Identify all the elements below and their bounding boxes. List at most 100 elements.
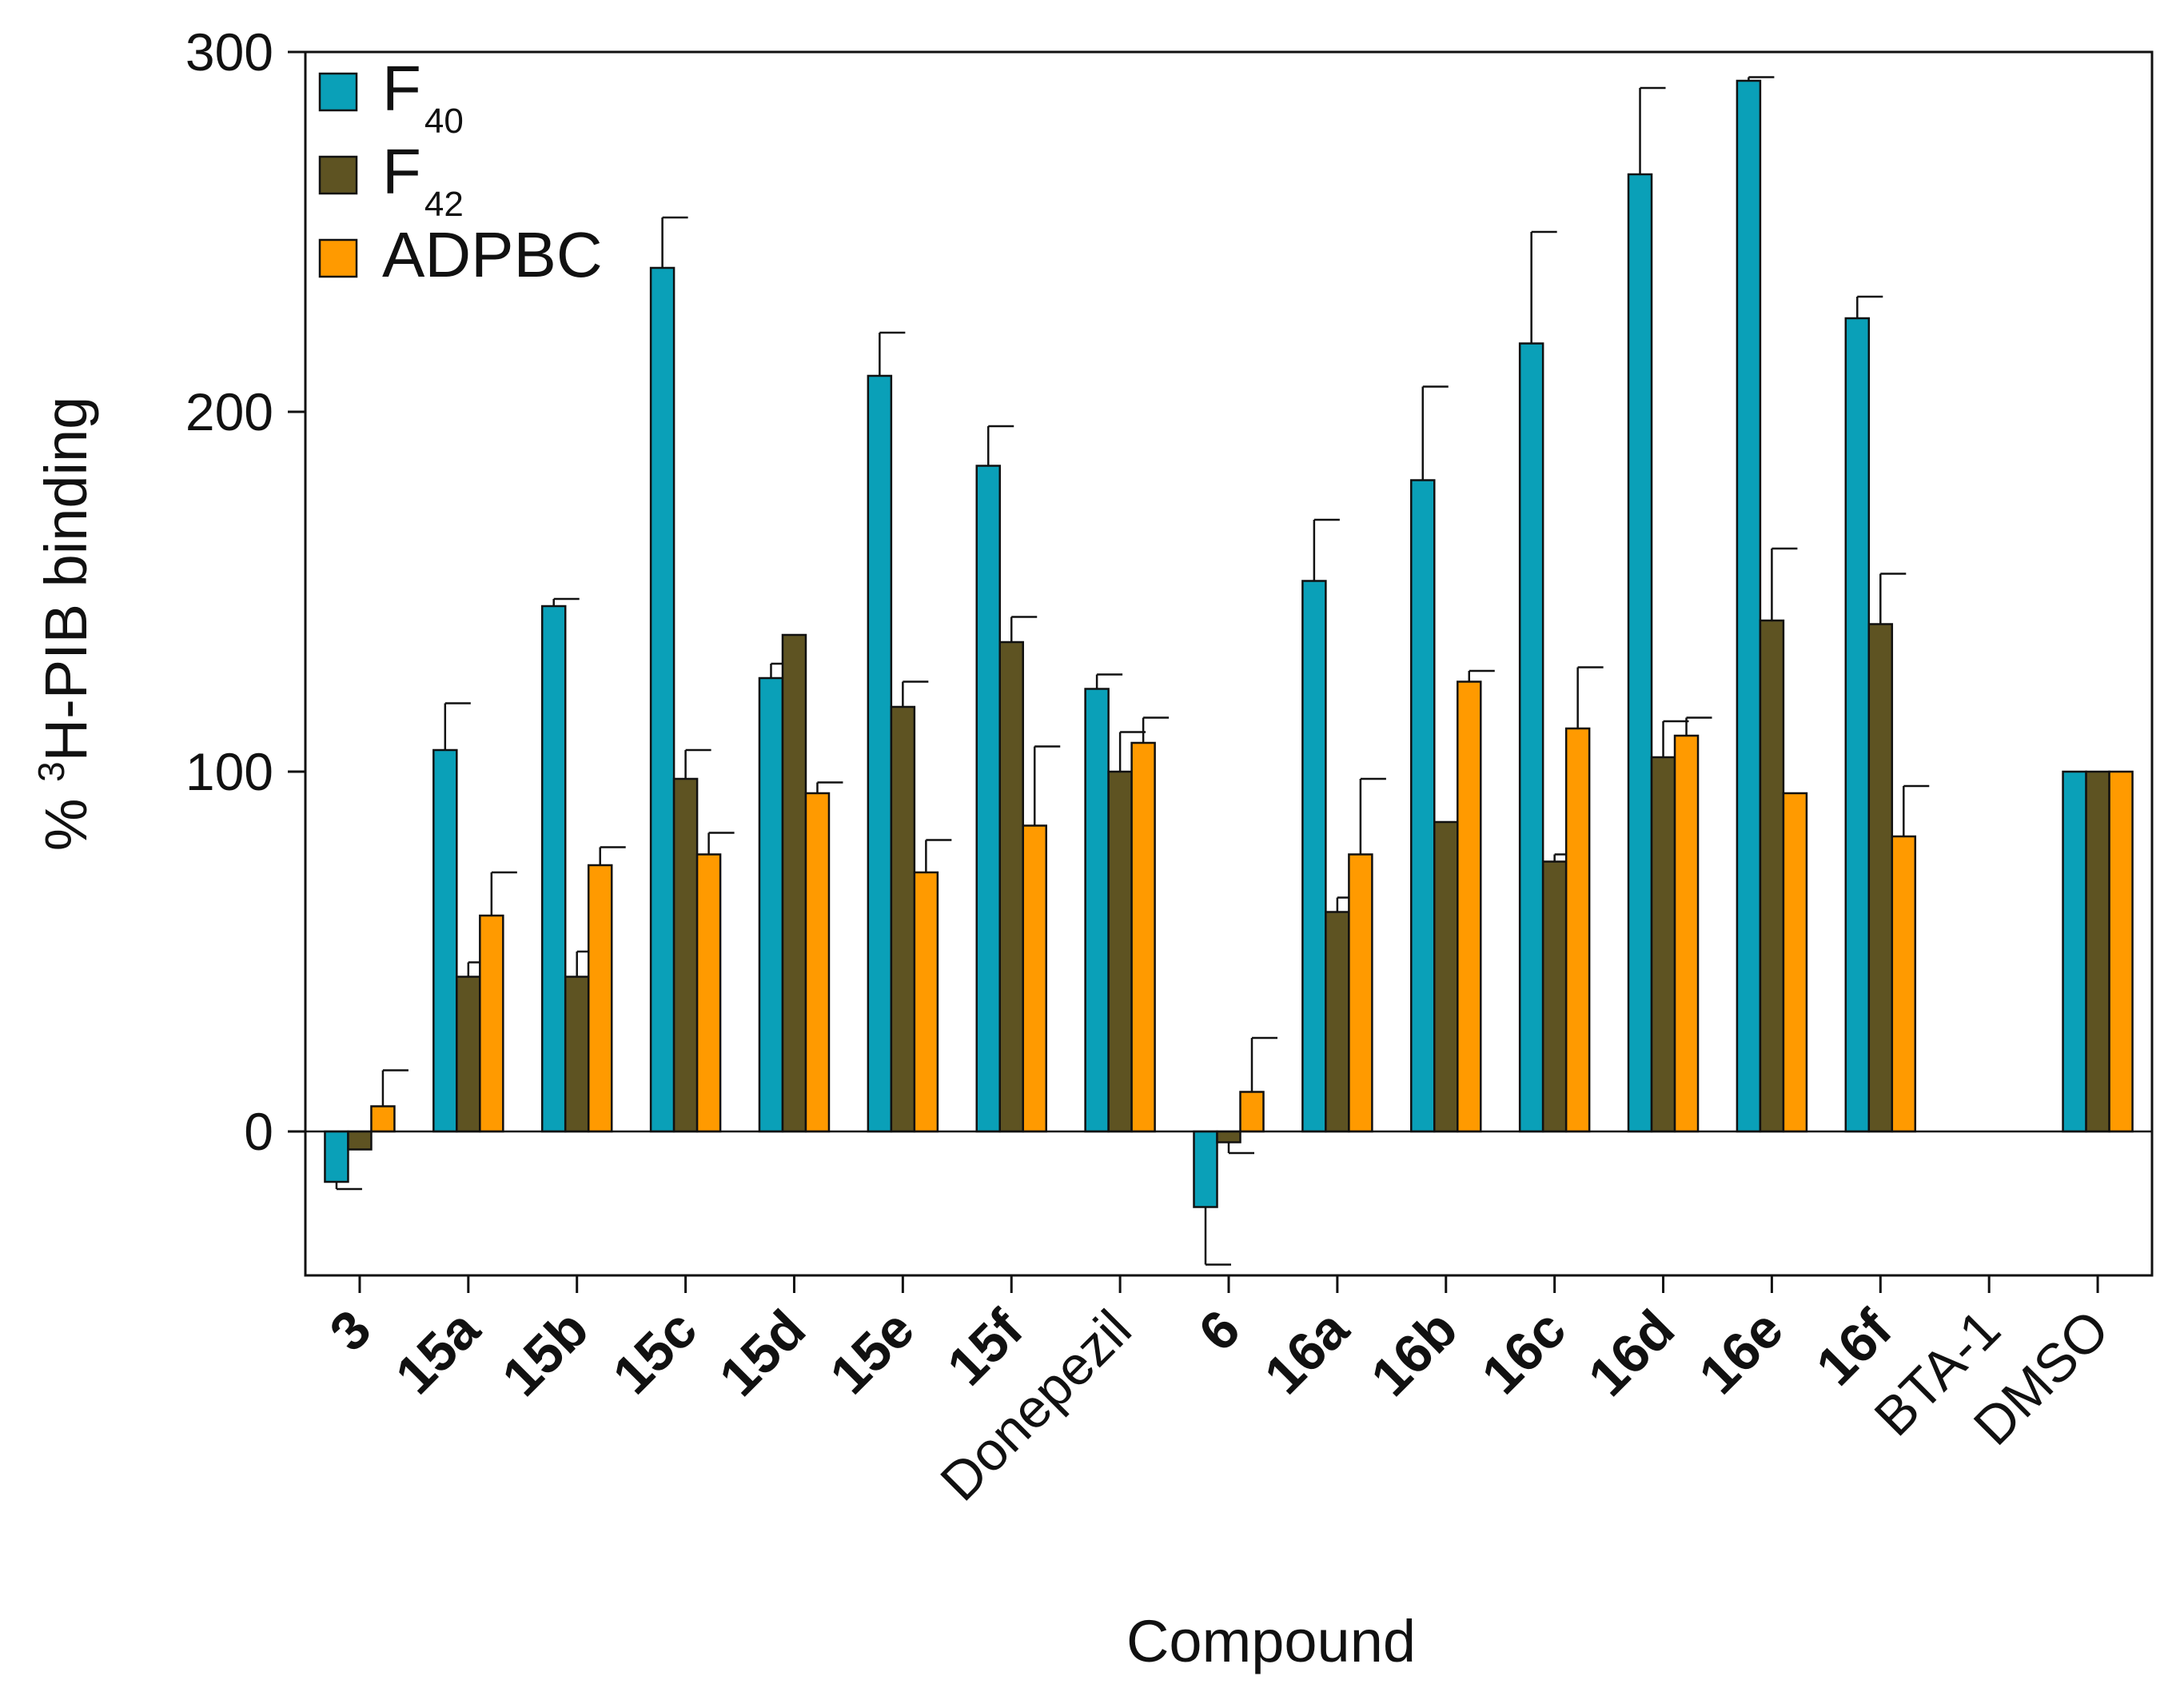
error-bar-ADPBC-16d: [1685, 716, 1712, 736]
error-bar-ADPBC-16f: [1903, 784, 1930, 836]
legend-label-ADPBC: ADPBC: [382, 219, 603, 290]
bar-ADPBC-DMSO: [2108, 770, 2134, 1133]
x-tick-label-15c: 15c: [601, 1299, 708, 1406]
error-bar-F40-15b: [552, 597, 580, 606]
bar-F42-15b: [564, 976, 590, 1133]
bar-F42-15a: [456, 976, 481, 1133]
error-bar-ADPBC-15a: [490, 871, 517, 916]
error-bar-ADPBC-16c: [1576, 666, 1604, 728]
error-bar-F40-16e: [1748, 76, 1775, 81]
x-tick-label-15d: 15d: [707, 1299, 817, 1408]
bar-ADPBC-Donepezil: [1130, 741, 1156, 1133]
x-tick-label-16e: 16e: [1688, 1299, 1795, 1406]
bar-F40-Donepezil: [1084, 688, 1110, 1133]
legend-item-F42: F42: [318, 136, 464, 224]
x-tick-label-15a: 15a: [384, 1298, 492, 1406]
legend-item-ADPBC: ADPBC: [318, 219, 603, 290]
bar-F42-15f: [998, 640, 1024, 1133]
bar-F40-DMSO: [2062, 770, 2087, 1133]
bar-F40-16a: [1301, 580, 1327, 1133]
legend-label-F40: F40: [382, 53, 464, 141]
legend-swatch-F42: [318, 155, 358, 195]
legend-label-F42: F42: [382, 136, 464, 224]
bar-F42-15d: [781, 633, 807, 1133]
y-axis-title: % 3H-PIB binding: [30, 397, 99, 852]
y-tick-label-300: 300: [185, 22, 273, 82]
error-bar-ADPBC-15f: [1033, 745, 1061, 826]
x-tick-label-16a: 16a: [1253, 1298, 1361, 1406]
error-bar-ADPBC-6: [1250, 1036, 1277, 1092]
bar-F42-15c: [672, 777, 699, 1133]
bar-ADPBC-15a: [479, 914, 504, 1133]
bar-ADPBC-15c: [695, 853, 722, 1133]
bar-F42-6: [1216, 1130, 1241, 1143]
bar-F42-DMSO: [2085, 770, 2110, 1133]
bar-F40-15d: [758, 676, 784, 1133]
error-bar-ADPBC-15c: [707, 832, 735, 855]
bar-F42-16a: [1325, 911, 1350, 1133]
bar-F40-15e: [867, 374, 893, 1133]
error-bar-F40-15e: [879, 331, 906, 376]
error-bar-F42-6: [1227, 1142, 1254, 1155]
bar-ADPBC-16c: [1564, 727, 1591, 1133]
y-axis-title-superscript: 3: [30, 761, 72, 782]
bar-ADPBC-16f: [1891, 835, 1917, 1133]
bar-F40-15f: [975, 465, 1001, 1133]
bar-F40-3: [324, 1130, 349, 1183]
bar-F40-15a: [432, 748, 458, 1133]
error-bar-F40-16b: [1421, 385, 1449, 481]
bar-F42-16d: [1650, 756, 1676, 1133]
error-bar-F40-15f: [986, 425, 1014, 466]
error-bar-F42-15c: [684, 748, 711, 779]
legend-swatch-F40: [318, 72, 358, 112]
error-bar-ADPBC-Donepezil: [1142, 716, 1170, 743]
error-bar-F40-16d: [1639, 86, 1666, 174]
x-axis-title: Compound: [1126, 1608, 1416, 1674]
plot-area: [324, 76, 2134, 1266]
x-tick-label-16b: 16b: [1360, 1299, 1469, 1408]
bar-ADPBC-15d: [804, 792, 831, 1133]
bar-F42-16b: [1433, 820, 1459, 1133]
bar-ADPBC-15f: [1022, 824, 1047, 1133]
legend-item-F40: F40: [318, 53, 464, 141]
bar-F40-16d: [1627, 173, 1653, 1133]
bar-F40-16c: [1518, 342, 1544, 1133]
error-bar-F42-15f: [1010, 616, 1038, 642]
error-bar-ADPBC-15b: [599, 846, 626, 865]
bar-F40-15c: [649, 266, 676, 1133]
bar-F42-Donepezil: [1107, 770, 1133, 1133]
error-bar-F40-16f: [1856, 295, 1883, 318]
bar-F42-16f: [1867, 623, 1894, 1133]
error-bar-ADPBC-3: [381, 1069, 409, 1107]
y-axis-title-prefix: %: [33, 782, 99, 851]
error-bar-F40-3: [335, 1182, 362, 1191]
y-tick-label-100: 100: [185, 742, 273, 801]
bar-ADPBC-3: [370, 1105, 396, 1133]
x-tick-label-15e: 15e: [819, 1299, 926, 1406]
bar-F40-16b: [1410, 479, 1436, 1133]
bar-F40-16f: [1844, 317, 1871, 1133]
bar-ADPBC-16e: [1782, 792, 1808, 1133]
error-bar-F40-15c: [661, 216, 688, 268]
x-tick-label-6: 6: [1187, 1299, 1251, 1363]
y-axis-title-suffix: H-PIB binding: [33, 397, 99, 762]
error-bar-F42-16e: [1771, 547, 1798, 621]
error-bar-F42-16f: [1879, 573, 1907, 625]
x-tick-label-16d: 16d: [1577, 1299, 1687, 1408]
bar-ADPBC-15b: [587, 864, 613, 1133]
error-bar-F42-Donepezil: [1118, 731, 1146, 772]
y-tick-label-200: 200: [185, 382, 273, 441]
x-tick-label-15b: 15b: [491, 1299, 600, 1408]
bar-ADPBC-15e: [913, 871, 939, 1133]
error-bar-F40-15a: [444, 702, 471, 750]
y-tick-label-0: 0: [244, 1102, 273, 1161]
error-bar-ADPBC-15d: [816, 781, 843, 793]
bar-F40-6: [1193, 1130, 1218, 1208]
error-bar-F40-16a: [1313, 518, 1340, 581]
bar-F40-16e: [1736, 79, 1762, 1133]
error-bar-ADPBC-15e: [925, 839, 952, 872]
bar-ADPBC-16a: [1348, 853, 1373, 1133]
error-bar-ADPBC-16a: [1359, 777, 1386, 855]
